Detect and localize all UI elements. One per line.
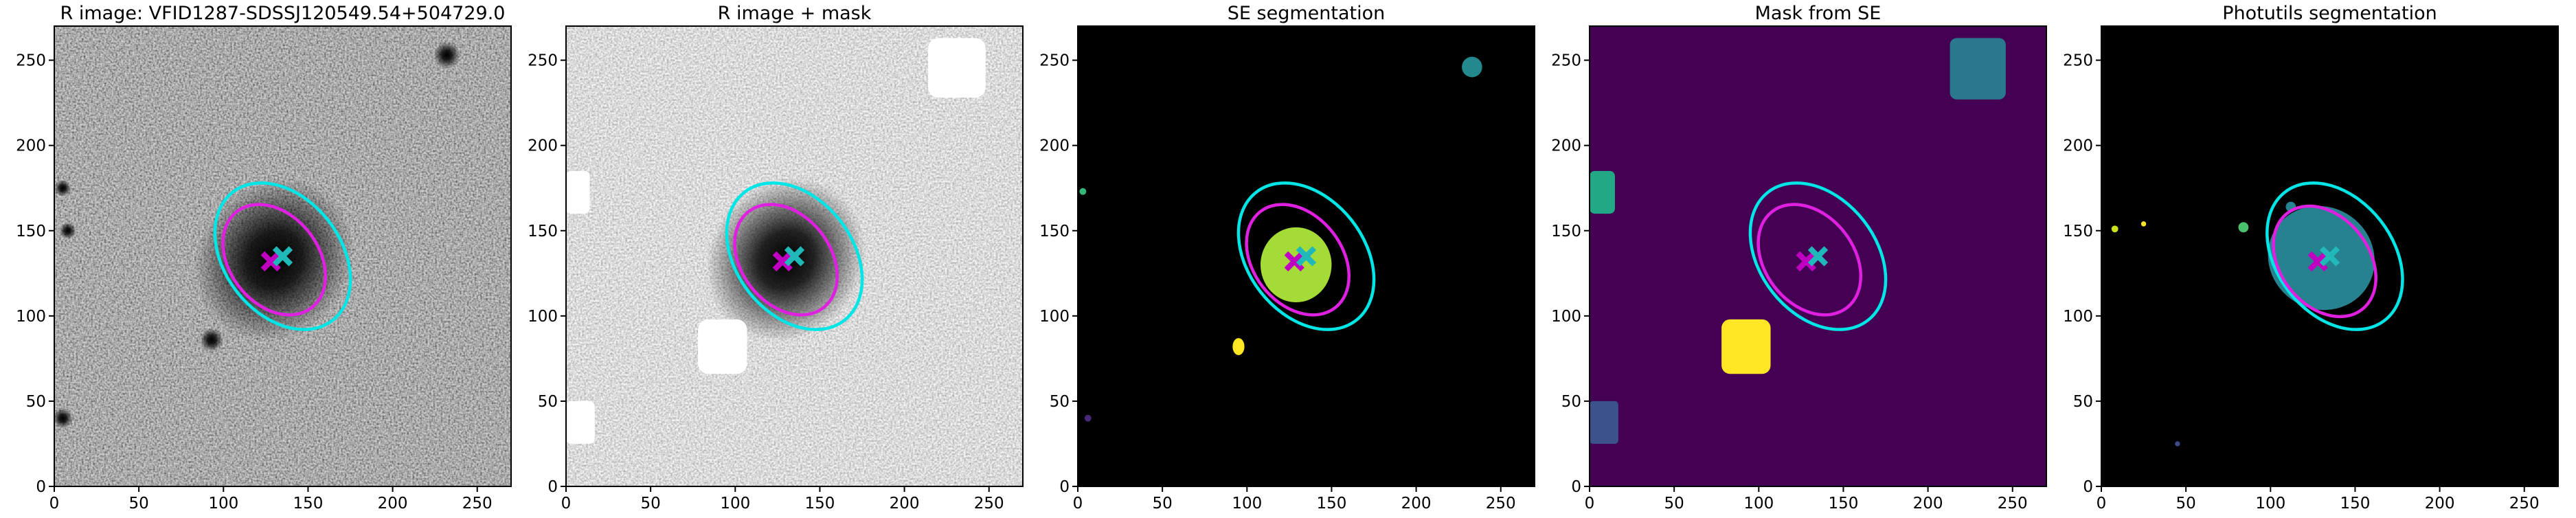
y-tick-label: 200 xyxy=(1551,137,1581,155)
ellipse xyxy=(1756,203,1863,317)
axes-frame xyxy=(54,25,512,487)
x-tick-label: 100 xyxy=(720,495,750,513)
y-tick-label: 150 xyxy=(1039,223,1070,240)
y-tick-label: 0 xyxy=(36,478,46,496)
ellipse xyxy=(1245,203,1351,317)
x-tick-label: 150 xyxy=(293,495,323,513)
ellipse xyxy=(2266,181,2404,331)
y-tick-label: 100 xyxy=(2063,308,2093,326)
y-tick-label: 50 xyxy=(1561,393,1581,411)
x-tick-label: 100 xyxy=(1743,495,1774,513)
marker xyxy=(772,251,793,272)
y-tick-label: 150 xyxy=(16,223,46,240)
x-tick-label: 50 xyxy=(641,495,661,513)
y-tick-label: 200 xyxy=(1039,137,1070,155)
y-tick-label: 150 xyxy=(528,223,558,240)
ellipse xyxy=(2272,204,2377,319)
y-tick-label: 0 xyxy=(547,478,558,496)
x-tick-label: 250 xyxy=(1486,495,1516,513)
x-tick-label: 150 xyxy=(1828,495,1858,513)
y-tick-label: 0 xyxy=(1571,478,1581,496)
panel-title: R image: VFID1287-SDSSJ120549.54+504729.… xyxy=(60,3,506,24)
ellipse xyxy=(213,181,352,331)
x-tick-label: 200 xyxy=(2425,495,2455,513)
y-tick-label: 50 xyxy=(2073,393,2093,411)
y-tick-label: 200 xyxy=(528,137,558,155)
y-tick-label: 250 xyxy=(2063,52,2093,70)
axes-frame xyxy=(1077,25,1535,487)
y-tick-label: 200 xyxy=(2063,137,2093,155)
x-tick-label: 250 xyxy=(974,495,1004,513)
x-tick-label: 0 xyxy=(561,495,572,513)
y-tick-label: 50 xyxy=(538,393,558,411)
y-tick-label: 0 xyxy=(1059,478,1070,496)
x-tick-label: 150 xyxy=(1316,495,1346,513)
ellipse xyxy=(1236,181,1376,331)
ellipse xyxy=(733,203,839,317)
marker xyxy=(2307,251,2328,272)
y-tick-label: 100 xyxy=(16,308,46,326)
panel-title: R image + mask xyxy=(718,3,872,24)
panel-title: SE segmentation xyxy=(1228,3,1385,24)
x-tick-label: 0 xyxy=(1073,495,1083,513)
x-tick-label: 0 xyxy=(2097,495,2107,513)
axes-frame xyxy=(565,25,1024,487)
marker xyxy=(1807,246,1829,267)
y-tick-label: 250 xyxy=(1551,52,1581,70)
ellipse xyxy=(221,203,328,317)
x-tick-label: 50 xyxy=(1664,495,1684,513)
marker xyxy=(1796,251,1816,272)
x-tick-label: 250 xyxy=(462,495,493,513)
x-tick-label: 0 xyxy=(1585,495,1595,513)
y-tick-label: 200 xyxy=(16,137,46,155)
x-tick-label: 100 xyxy=(2255,495,2285,513)
y-tick-label: 250 xyxy=(1039,52,1070,70)
y-tick-label: 250 xyxy=(528,52,558,70)
y-tick-label: 50 xyxy=(1050,393,1070,411)
y-tick-label: 0 xyxy=(2083,478,2093,496)
axes-frame xyxy=(1589,25,2047,487)
x-tick-label: 250 xyxy=(2509,495,2540,513)
marker xyxy=(260,251,281,272)
marker xyxy=(2319,246,2340,267)
y-tick-label: 150 xyxy=(1551,223,1581,240)
x-tick-label: 200 xyxy=(378,495,408,513)
ellipse xyxy=(725,181,864,331)
x-tick-label: 200 xyxy=(1401,495,1432,513)
x-tick-label: 200 xyxy=(890,495,920,513)
panel-title: Photutils segmentation xyxy=(2222,3,2437,24)
x-tick-label: 50 xyxy=(2176,495,2196,513)
x-tick-label: 0 xyxy=(49,495,60,513)
axes-frame xyxy=(2101,25,2559,487)
x-tick-label: 250 xyxy=(1998,495,2028,513)
image-se-seg xyxy=(1078,26,1535,486)
y-tick-label: 100 xyxy=(1551,308,1581,326)
ellipse xyxy=(1748,181,1888,331)
marker xyxy=(1284,251,1304,272)
y-tick-label: 50 xyxy=(26,393,46,411)
panel-title: Mask from SE xyxy=(1755,3,1882,24)
x-tick-label: 150 xyxy=(804,495,835,513)
y-tick-label: 150 xyxy=(2063,223,2093,240)
x-tick-label: 100 xyxy=(208,495,238,513)
marker xyxy=(1296,246,1317,267)
x-tick-label: 50 xyxy=(129,495,149,513)
x-tick-label: 50 xyxy=(1153,495,1173,513)
x-tick-label: 200 xyxy=(1913,495,1943,513)
x-tick-label: 150 xyxy=(2340,495,2370,513)
x-tick-label: 100 xyxy=(1232,495,1262,513)
y-tick-label: 250 xyxy=(16,52,46,70)
y-tick-label: 100 xyxy=(1039,308,1070,326)
marker xyxy=(272,246,293,267)
marker xyxy=(784,246,805,267)
y-tick-label: 100 xyxy=(528,308,558,326)
